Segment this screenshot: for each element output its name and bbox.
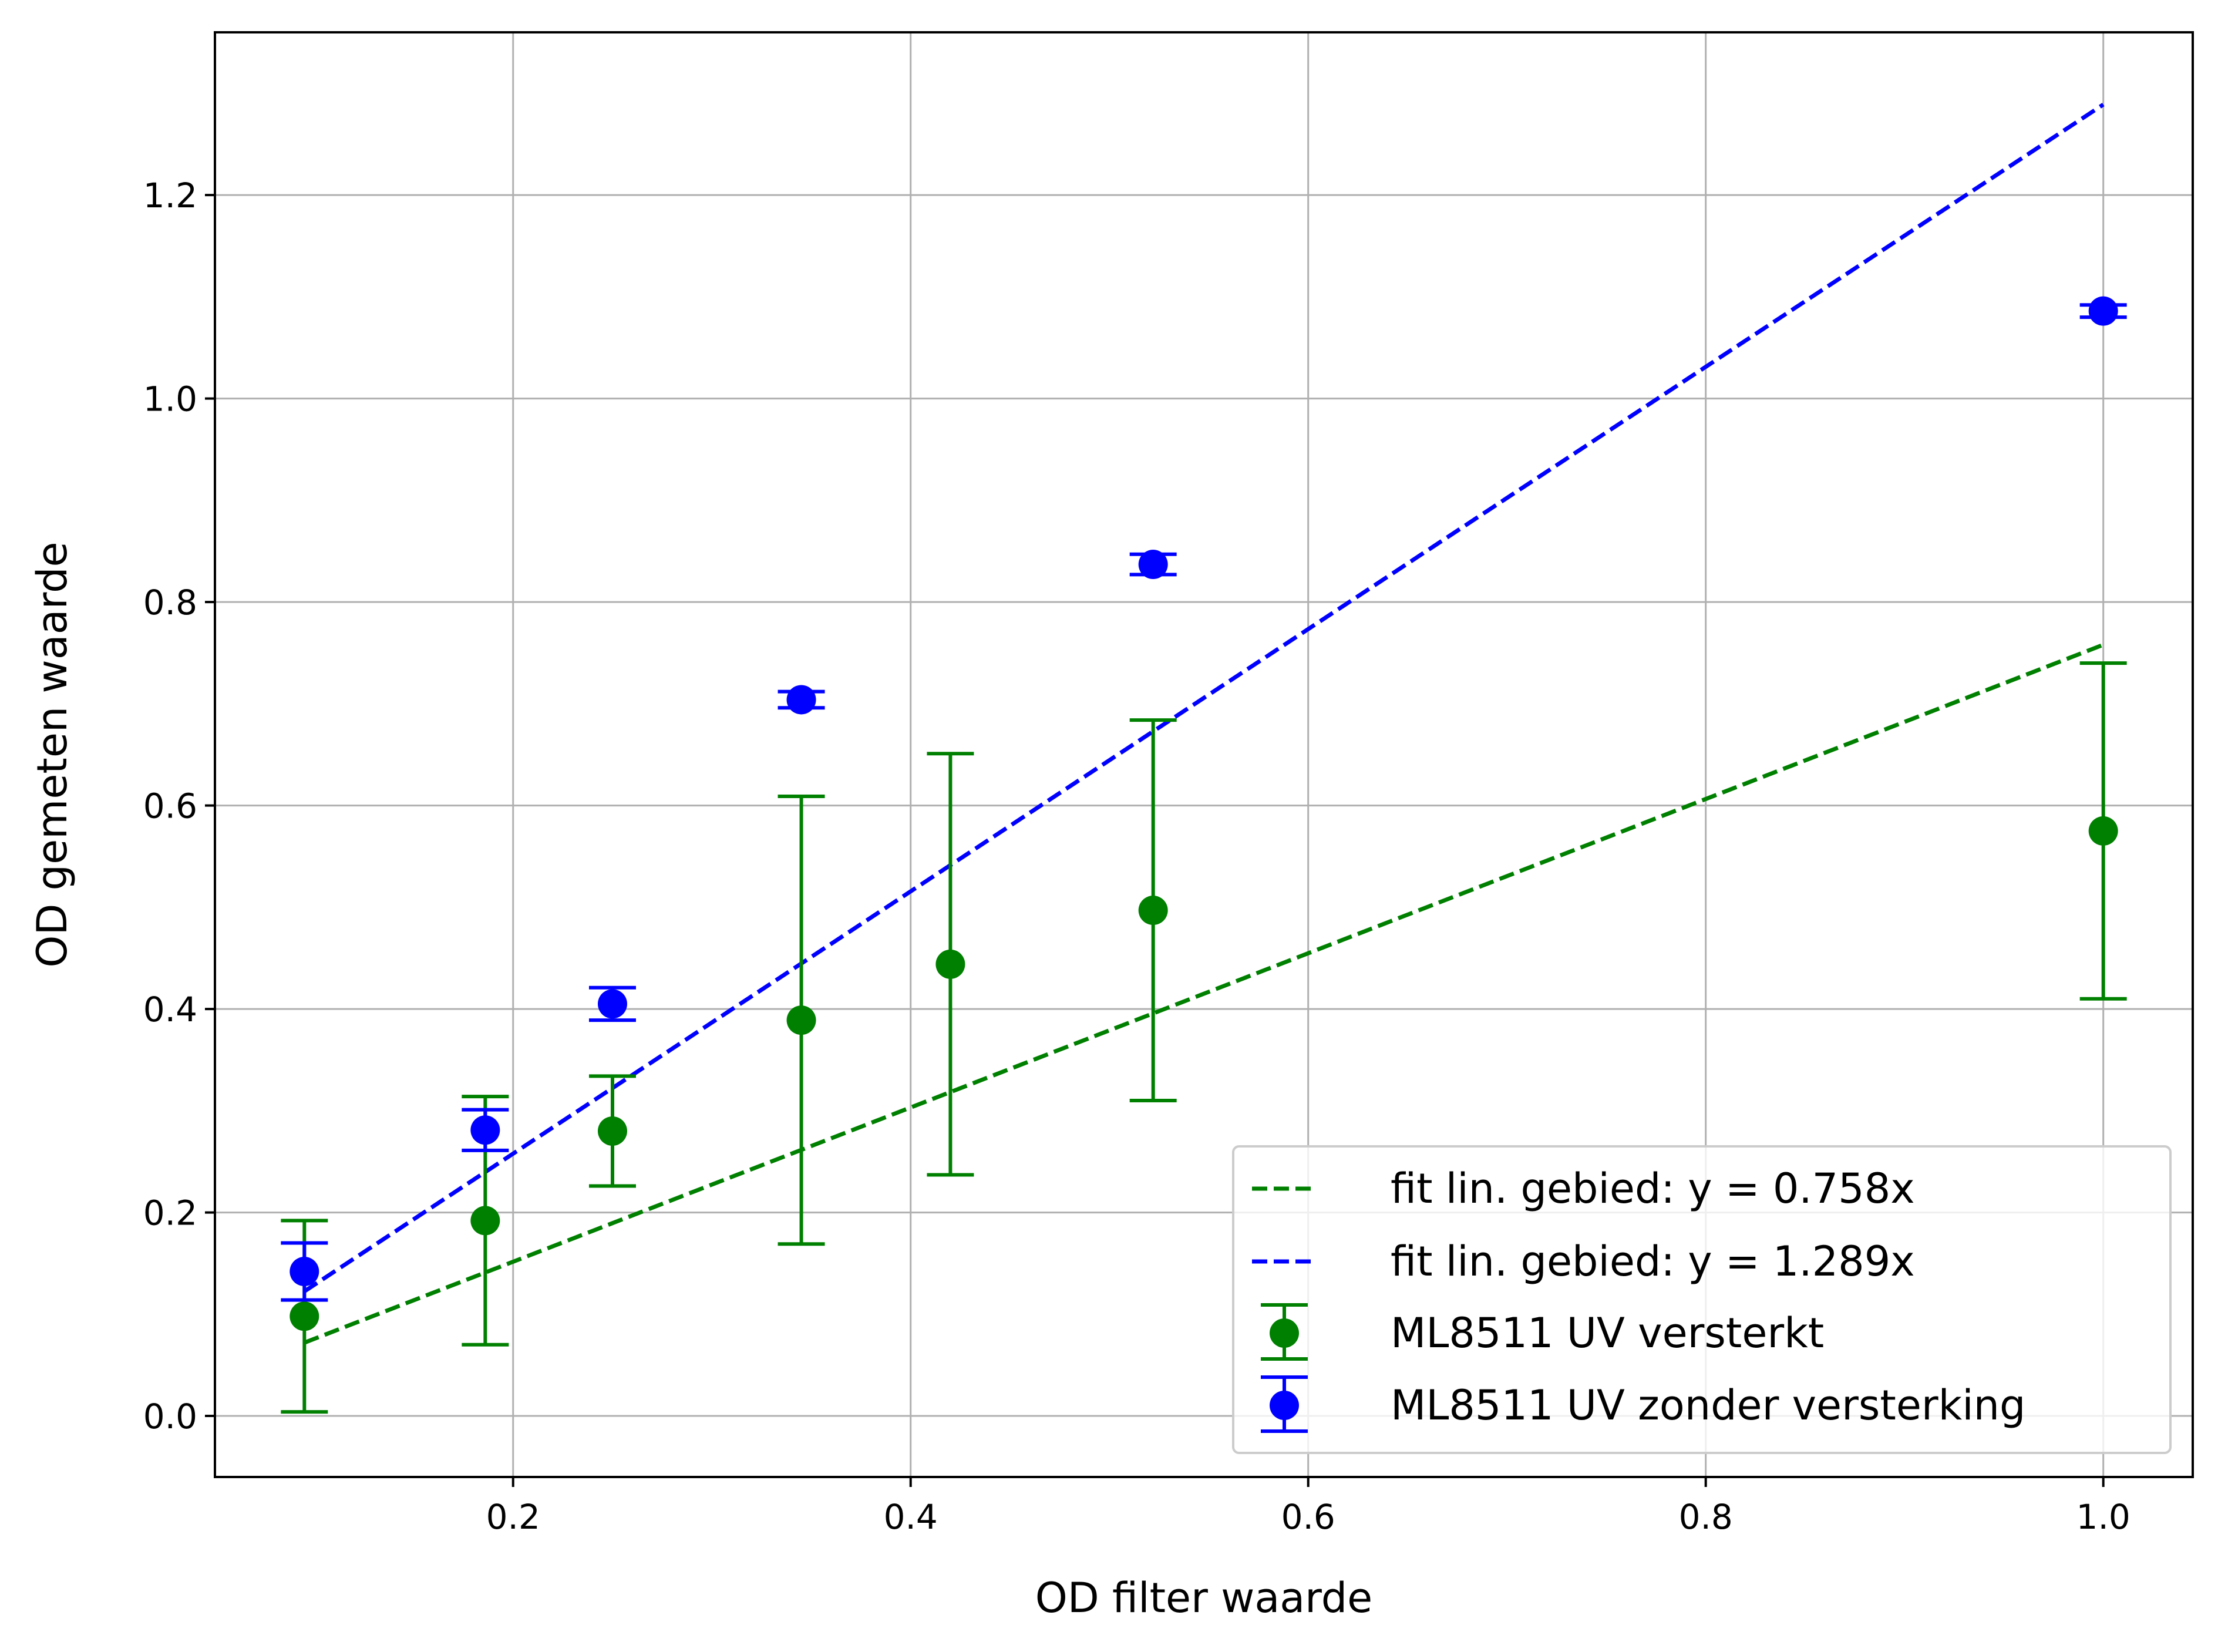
- legend-frame: [1232, 1145, 2172, 1454]
- data-point: [935, 949, 965, 979]
- x-tick-label: 0.8: [1679, 1497, 1733, 1537]
- data-point: [290, 1301, 319, 1331]
- series-2: [281, 296, 2127, 1302]
- legend-label: ML8511 UV zonder versterking: [1391, 1381, 2025, 1429]
- data-point: [786, 685, 816, 715]
- data-point: [470, 1206, 500, 1236]
- data-point: [1138, 896, 1168, 926]
- data-point: [1138, 550, 1168, 580]
- data-point: [597, 989, 627, 1019]
- y-axis-ticks: 0.0 0.2 0.4 0.6 0.8 1.0 1.2: [143, 176, 215, 1436]
- y-tick-label: 1.0: [143, 379, 197, 419]
- legend-label: fit lin. gebied: y = 0.758x: [1391, 1165, 1915, 1213]
- y-tick-label: 1.2: [143, 176, 197, 216]
- data-point: [290, 1257, 319, 1287]
- data-point: [2088, 296, 2118, 326]
- y-tick-label: 0.0: [143, 1397, 197, 1436]
- x-tick-label: 0.2: [486, 1497, 540, 1537]
- legend: fit lin. gebied: y = 0.758x fit lin. gebi…: [1232, 1145, 2172, 1454]
- legend-marker-swatch: [1270, 1391, 1299, 1420]
- fit-lines: [303, 103, 2105, 1345]
- plot-frame: [214, 31, 2194, 1478]
- data-series: [281, 296, 2127, 1414]
- data-point: [786, 1005, 816, 1035]
- x-axis-ticks: 0.2 0.4 0.6 0.8 1.0: [486, 1477, 2131, 1537]
- legend-label: fit lin. gebied: y = 1.289x: [1391, 1237, 1915, 1286]
- y-axis-label: OD gemeten waarde: [28, 541, 76, 967]
- y-tick-label: 0.8: [143, 583, 197, 623]
- data-point: [470, 1115, 500, 1145]
- data-point: [597, 1116, 627, 1146]
- x-tick-label: 0.4: [884, 1497, 938, 1537]
- x-axis-label: OD filter waarde: [1035, 1574, 1372, 1622]
- fit-line-1: [304, 642, 2104, 1345]
- legend-label: ML8511 UV versterkt: [1391, 1309, 1824, 1357]
- x-tick-label: 1.0: [2076, 1497, 2131, 1537]
- data-point: [2088, 816, 2118, 846]
- fit-line-2: [303, 103, 2105, 1293]
- x-tick-label: 0.6: [1281, 1497, 1335, 1537]
- grid: [215, 32, 2193, 1477]
- legend-marker-swatch: [1270, 1318, 1299, 1348]
- y-tick-label: 0.2: [143, 1193, 197, 1233]
- y-tick-label: 0.4: [143, 990, 197, 1029]
- y-tick-label: 0.6: [143, 786, 197, 826]
